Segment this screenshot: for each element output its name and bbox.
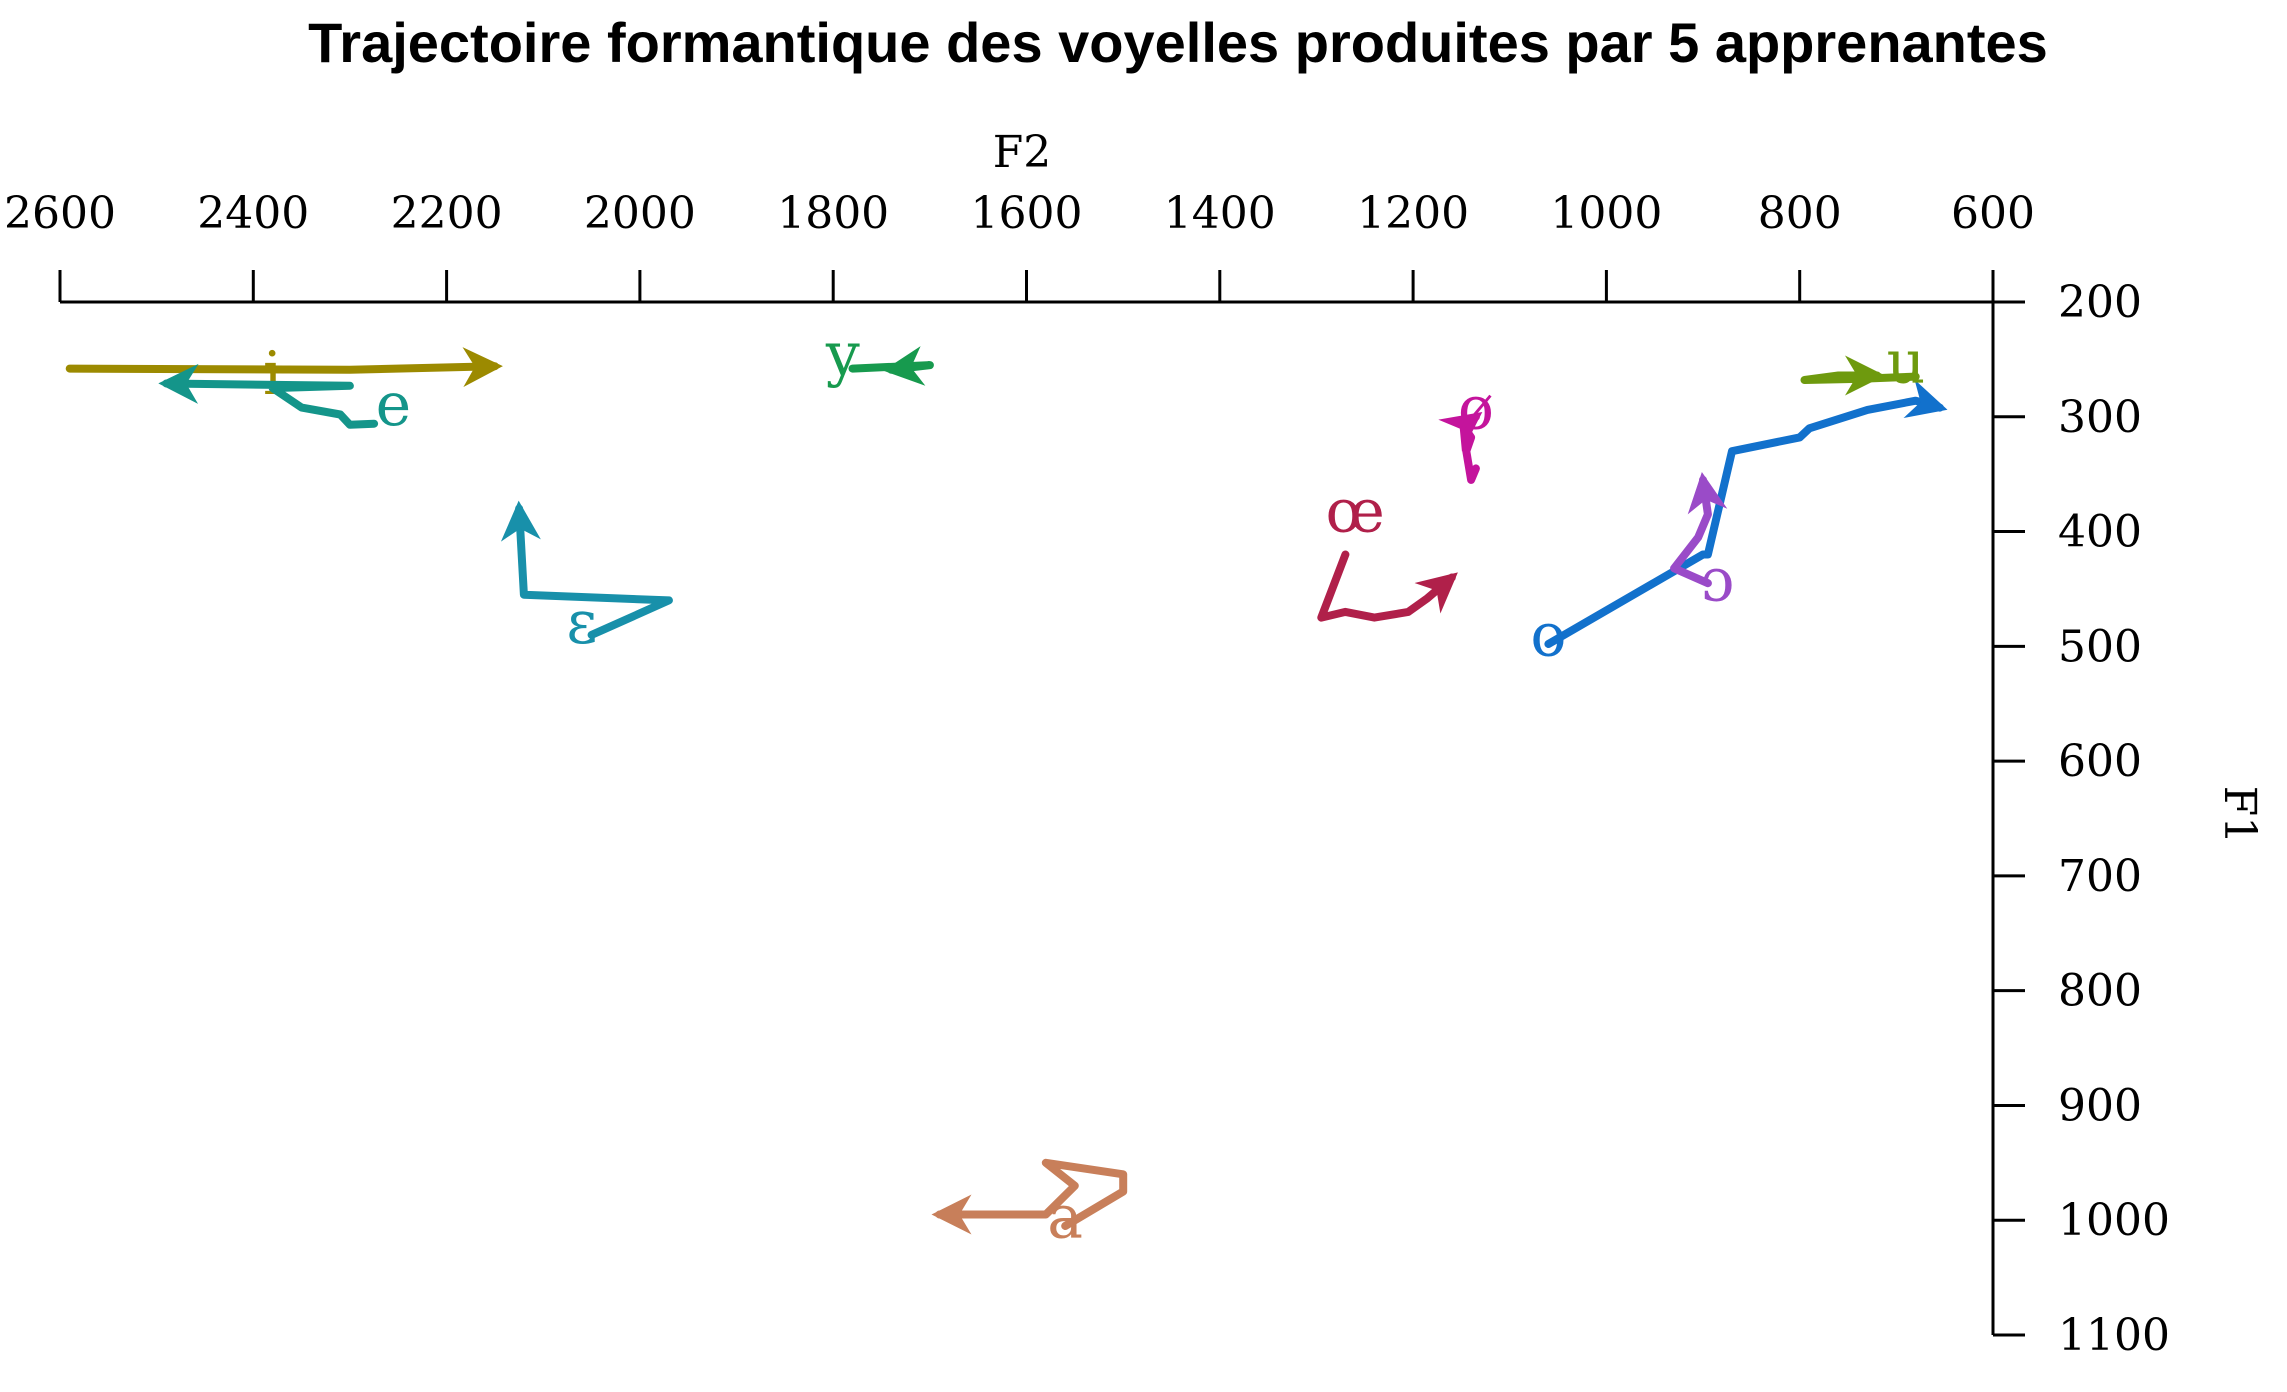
trajectory-line xyxy=(1317,550,1458,622)
x-tick-label: 2000 xyxy=(584,188,696,239)
y-axis-label: F1 xyxy=(2214,786,2265,845)
vowel-label: y xyxy=(825,319,860,389)
x-tick-label: 1600 xyxy=(971,188,1083,239)
x-axis: 2600 2400 2200 2000 1800 1600 1400 1200 1000 800 6… xyxy=(4,188,2035,304)
x-tick-label: 1800 xyxy=(777,188,889,239)
trajectory-ɔ: ɔ xyxy=(1670,471,1735,615)
x-axis-label: F2 xyxy=(993,127,1052,178)
trajectory-œ: œ xyxy=(1317,477,1458,622)
y-axis: 200 300 400 500 600 700 800 900 1000 1100 xyxy=(1991,277,2170,1361)
x-tick-label: 2600 xyxy=(4,188,116,239)
x-tick-label: 1400 xyxy=(1164,188,1276,239)
trajectory-line xyxy=(1438,412,1483,484)
x-tick-label: 1000 xyxy=(1550,188,1662,239)
vowel-label: ɛ xyxy=(566,588,597,658)
y-tick-label: 200 xyxy=(2058,277,2142,328)
vowel-label: i xyxy=(263,339,282,409)
y-tick-label: 300 xyxy=(2058,392,2142,443)
trajectory-u: u xyxy=(1800,327,1926,397)
trajectory-line xyxy=(1670,471,1728,588)
y-tick-label: 800 xyxy=(2058,966,2142,1017)
trajectory-o: o xyxy=(1530,379,1948,671)
y-tick-label: 900 xyxy=(2058,1080,2142,1131)
trajectory-line xyxy=(158,363,379,429)
trajectory-line xyxy=(931,1158,1128,1235)
vowel-label: u xyxy=(1887,327,1926,397)
y-tick-label: 400 xyxy=(2058,507,2142,558)
trajectory-ɛ: ɛ xyxy=(500,500,673,658)
trajectory-line xyxy=(65,347,503,388)
y-tick-label: 500 xyxy=(2058,621,2142,672)
trajectory-line xyxy=(500,500,673,639)
x-tick-label: 2200 xyxy=(391,188,503,239)
trajectory-line xyxy=(1544,379,1948,648)
x-tick-label: 600 xyxy=(1951,188,2035,239)
y-tick-label: 600 xyxy=(2058,736,2142,787)
vowel-label: œ xyxy=(1325,477,1384,547)
x-tick-label: 800 xyxy=(1758,188,1842,239)
trajectory-a: a xyxy=(931,1158,1128,1252)
vowel-label: e xyxy=(376,370,412,440)
x-tick-label: 1200 xyxy=(1357,188,1469,239)
vowel-label: o xyxy=(1530,601,1566,671)
vowel-label: ø xyxy=(1458,373,1494,443)
vowel-label: a xyxy=(1047,1182,1083,1252)
trajectory-ø: ø xyxy=(1438,373,1494,484)
vowel-label: ɔ xyxy=(1701,545,1735,615)
y-tick-label: 1100 xyxy=(2058,1310,2170,1361)
trajectory-line xyxy=(848,346,934,386)
y-tick-label: 700 xyxy=(2058,851,2142,902)
x-tick-label: 2400 xyxy=(197,188,309,239)
trajectory-y: y xyxy=(825,319,934,389)
trajectory-line xyxy=(1800,355,1920,396)
trajectory-e: e xyxy=(158,363,412,440)
y-tick-label: 1000 xyxy=(2058,1195,2170,1246)
chart-title: Trajectoire formantique des voyelles pro… xyxy=(308,11,2048,74)
trajectories: i e y ɛ a œ ø o ɔ u xyxy=(65,319,1948,1252)
